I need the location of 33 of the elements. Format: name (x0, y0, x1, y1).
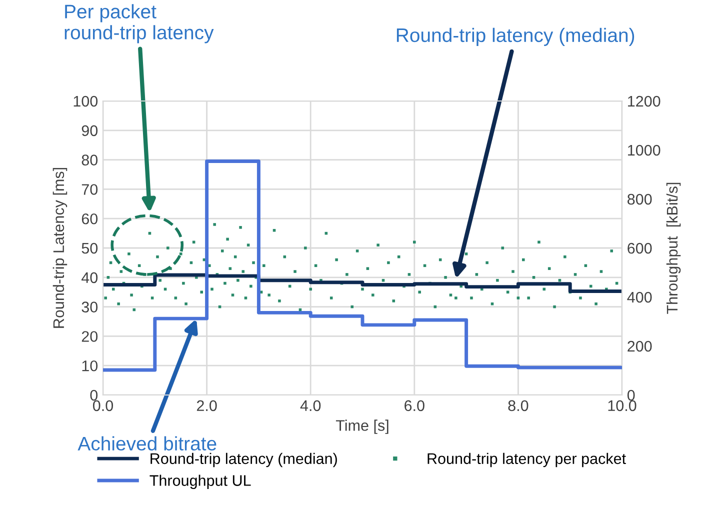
text: Per packet round-trip latency (64, 4, 214, 44)
y-tick-label: 10 (82, 360, 98, 372)
y-tick-label: 70 (82, 184, 98, 195)
x-tick-label: 10.0 (608, 400, 636, 412)
y2-tick-label: 400 (627, 292, 652, 303)
y-tick-label: 50 (82, 242, 98, 254)
text: Round-trip latency (median) (396, 28, 634, 46)
legend-label: Round-trip latency per packet (428, 452, 626, 468)
x-tick-label: 6.0 (404, 400, 424, 412)
annotation: Achieved bitrate (78, 436, 216, 451)
y-tick-label: 90 (82, 125, 98, 136)
y-axis-title: Round-trip Latency [ms] (52, 168, 68, 328)
y-tick-label: 40 (82, 272, 98, 284)
y2-axis-title: Throughput [kBit/s] (666, 182, 681, 314)
y2-tick-label: 600 (628, 242, 652, 254)
y2-tick-label: 800 (628, 194, 652, 205)
x-tick-label: 0.0 (92, 400, 114, 412)
y2-tick-label: 1200 (628, 96, 660, 107)
y-tick-label: 0 (90, 390, 98, 401)
y-tick-label: 20 (82, 331, 98, 342)
y2-tick-label: 200 (628, 340, 652, 352)
y2-tick-label: 0 (627, 390, 635, 401)
y-tick-label: 30 (82, 302, 98, 312)
y-tick-label: 60 (82, 213, 98, 224)
x-tick-label: 8.0 (508, 400, 528, 412)
x-tick-label: 4.0 (300, 400, 321, 412)
legend-label: Throughput UL (150, 474, 251, 489)
legend-label: Round-trip latency (median) (150, 452, 337, 468)
y2-tick-label: 1000 (628, 144, 660, 156)
y-tick-label: 100 (74, 96, 98, 107)
x-axis-title: Time [s] (336, 420, 388, 434)
y-tick-label: 80 (82, 154, 98, 166)
x-tick-label: 2.0 (196, 400, 217, 412)
